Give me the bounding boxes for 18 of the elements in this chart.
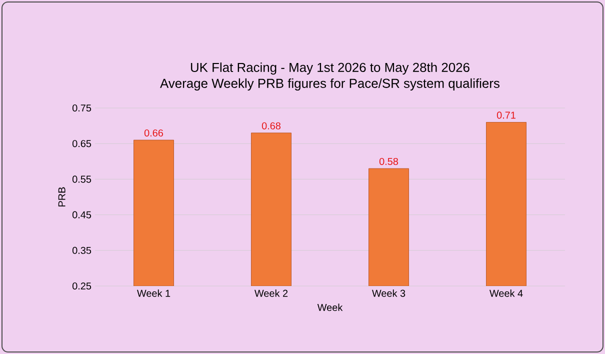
y-tick-label: 0.25: [72, 282, 92, 290]
x-tick-label: Week 1: [137, 290, 170, 297]
chart-subtitle: Average Weekly PRB figures for Pace/SR system qualifiers: [160, 78, 500, 91]
data-label: 0.71: [496, 112, 516, 119]
y-axis-title: PRB: [58, 187, 66, 206]
x-tick-label: Week 4: [490, 290, 523, 297]
y-tick-label: 0.75: [72, 104, 92, 112]
y-tick-label: 0.35: [72, 246, 92, 254]
y-tick-label: 0.65: [72, 140, 92, 148]
chart-title: UK Flat Racing - May 1st 2026 to May 28th 2026: [190, 62, 470, 75]
x-axis-title: Week: [317, 304, 343, 311]
x-tick-label: Week 2: [254, 290, 288, 297]
data-label: 0.66: [144, 129, 164, 137]
data-label: 0.58: [379, 158, 398, 165]
y-tick-label: 0.55: [72, 176, 92, 183]
y-tick-label: 0.45: [72, 211, 92, 218]
x-tick-label: Week 3: [372, 290, 406, 297]
data-label: 0.68: [262, 122, 281, 130]
